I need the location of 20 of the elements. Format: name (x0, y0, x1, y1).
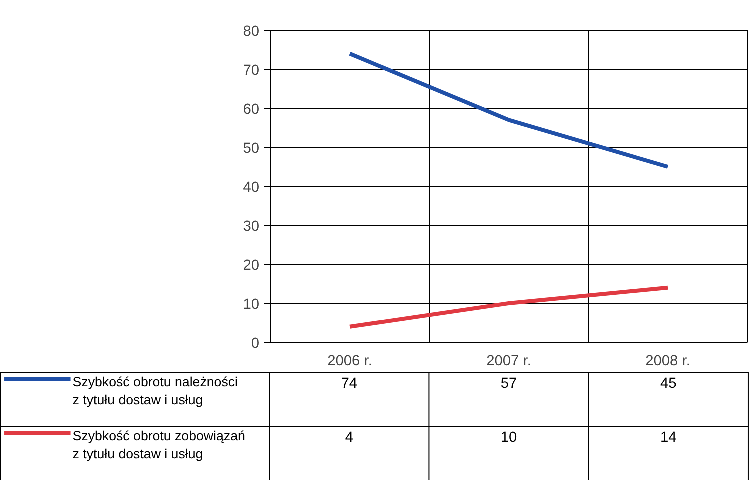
y-tick-label: 0 (251, 336, 260, 352)
x-tick-label: 2006 r. (328, 354, 372, 370)
data-label: 4 (345, 430, 354, 446)
y-tick-label: 30 (243, 219, 260, 235)
y-tick-label: 80 (243, 24, 260, 40)
data-label: 74 (341, 376, 358, 392)
data-label: 14 (660, 430, 677, 446)
data-label: 45 (660, 376, 677, 392)
x-tick-label: 2007 r. (486, 354, 532, 370)
x-tick-label: 2008 r. (646, 354, 690, 370)
y-tick-label: 20 (243, 258, 260, 274)
y-tick-label: 50 (243, 141, 260, 157)
y-tick-label: 40 (243, 180, 260, 196)
y-tick-label: 70 (243, 63, 260, 79)
y-tick-label: 60 (243, 102, 260, 118)
data-label: 57 (500, 376, 518, 392)
y-tick-label: 10 (243, 297, 260, 313)
legend-label: Szybkość obrotu należności z tytułu dostaw i usług (72, 374, 238, 408)
legend-label: Szybkość obrotu zobowiązań z tytułu dostaw i usług (72, 428, 246, 462)
data-label: 10 (500, 430, 518, 446)
